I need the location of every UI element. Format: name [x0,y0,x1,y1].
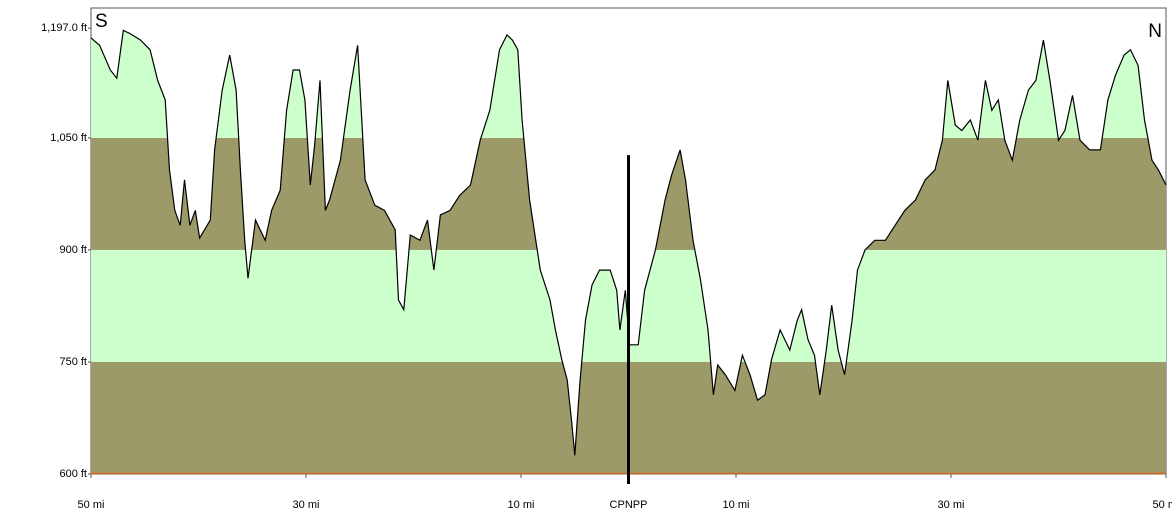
x-tick-label: 50 mi [1153,499,1172,511]
elevation-line [90,29,1167,456]
x-tick-label: 10 mi [723,499,750,511]
x-tick-label: 30 mi [938,499,965,511]
y-tick-label: 600 ft [59,468,87,480]
y-tick-label: 1,197.0 ft [41,22,87,34]
x-tick-label: 50 mi [78,499,105,511]
north-label: N [1148,21,1162,42]
x-tick-label: CPNPP [610,499,648,511]
y-tick-label: 1,050 ft [50,132,87,144]
x-tick-label: 30 mi [293,499,320,511]
y-tick-label: 750 ft [59,356,87,368]
y-tick-label: 900 ft [59,244,87,256]
south-label: S [95,11,108,32]
x-tick-label: 10 mi [508,499,535,511]
